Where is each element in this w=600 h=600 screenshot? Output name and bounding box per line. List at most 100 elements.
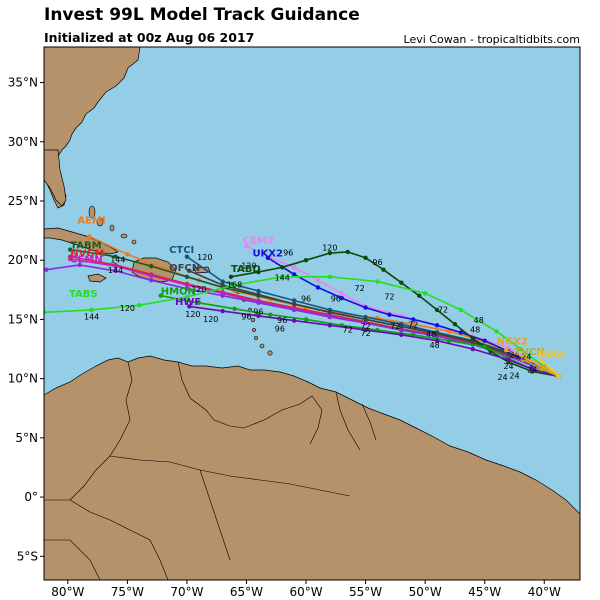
model-track-point [44,267,49,272]
forecast-hour-label: 144 [108,266,123,275]
forecast-hour-label: 72 [408,321,418,330]
forecast-hour-label: 72 [384,292,394,301]
model-track-point [265,255,271,261]
forecast-hour-label: 120 [197,253,212,262]
model-track-point [268,312,273,317]
model-track-point [411,317,416,322]
model-track-point [434,338,440,343]
model-track-point [556,374,561,379]
model-track-point [482,338,487,343]
model-name-label: TABS [69,289,98,300]
forecast-hour-label: 144 [275,273,290,282]
latitude-ticks: 35°N 30°N 25°N 20°N 15°N 10°N 5°N 0° 5°S [8,76,44,563]
forecast-hour-label: 72 [438,305,448,314]
forecast-hour-label: 96 [301,295,311,304]
land-bahamas [88,205,137,245]
model-track-point [149,273,154,278]
model-track-point [291,298,297,303]
model-track-point [256,269,261,275]
forecast-hour-label: 96 [241,312,251,321]
model-track-point [399,324,404,329]
model-track-point [256,300,261,306]
model-track-point [539,358,545,364]
model-track-point [363,317,368,322]
lon-tick-label: 45°W [468,585,501,599]
model-track-point [291,318,297,323]
model-track-point [220,282,225,288]
forecast-hour-label: 168 [227,280,242,289]
model-track-point [452,321,458,327]
model-track-point [345,249,350,255]
model-track-point [518,346,523,352]
model-name-label: CTCI [169,245,194,256]
model-track-point [232,306,237,311]
model-track-point [137,303,142,308]
lat-tick-label: 20°N [8,253,38,267]
model-name-label: OFCN [169,263,200,274]
forecast-hour-label: 48 [474,316,484,325]
forecast-hour-label: 72 [355,284,365,293]
forecast-hour-label: 24 [503,362,513,371]
model-track-point [327,310,333,315]
map-frame [43,46,581,581]
model-track-point [434,331,440,336]
lon-tick-label: 55°W [349,585,382,599]
model-track-point [315,278,321,283]
model-track-point [196,300,202,306]
model-name-label: TABD [231,264,261,275]
model-track-point [68,247,73,252]
model-track-point [149,263,154,269]
model-track-line [188,270,559,378]
model-track-point [339,291,344,296]
forecast-hour-label: 24 [521,353,531,362]
model-track-point [363,327,368,333]
model-track-point [524,356,529,361]
forecast-hour-label: 24 [509,350,519,359]
model-track-point [68,256,73,262]
model-track-point [434,307,440,313]
land-florida [44,149,67,207]
lat-tick-label: 25°N [8,194,38,208]
land-north-america [44,47,141,209]
forecast-hour-label: 120 [241,261,256,270]
model-track-point [520,357,526,362]
model-track-point [303,317,309,322]
lon-tick-label: 75°W [111,585,144,599]
model-track-point [228,274,234,279]
model-name-label: CEMN [70,255,103,266]
lat-tick-label: 15°N [8,312,38,326]
model-track-point [434,323,440,328]
lat-tick-label: 30°N [8,135,38,149]
lon-tick-label: 80°W [51,585,84,599]
model-track-point [327,274,333,279]
forecast-hour-label: 96 [275,324,285,333]
model-track-point [291,301,297,307]
model-track-point [363,320,368,326]
model-track-point [470,339,475,345]
forecast-hour-label: 24 [509,372,519,381]
forecast-hour-label: 24 [527,366,537,375]
model-track-point [280,274,285,279]
model-track-point [149,278,154,283]
model-track-point [446,338,452,343]
model-track-point [458,307,464,313]
model-track-point [399,332,404,338]
lon-tick-label: 40°W [528,585,561,599]
model-track-point [327,323,333,328]
model-track-point [184,254,190,259]
model-track-point [539,366,545,372]
forecast-hour-label: 72 [390,322,400,331]
forecast-hour-label: 24 [497,373,507,382]
map-credit: Levi Cowan - tropicaltidbits.com [403,33,580,46]
model-track-point [291,272,297,277]
map-subtitle: Initialized at 00z Aug 06 2017 [44,30,255,45]
forecast-hour-label: 120 [185,310,200,319]
lat-tick-label: 10°N [8,372,38,386]
forecast-hour-label: 48 [426,330,436,339]
model-track-point [291,265,297,270]
model-name-label: TVCN [514,347,544,358]
model-track-line [189,305,559,378]
model-track-point [113,268,118,274]
model-track-point [458,330,464,335]
